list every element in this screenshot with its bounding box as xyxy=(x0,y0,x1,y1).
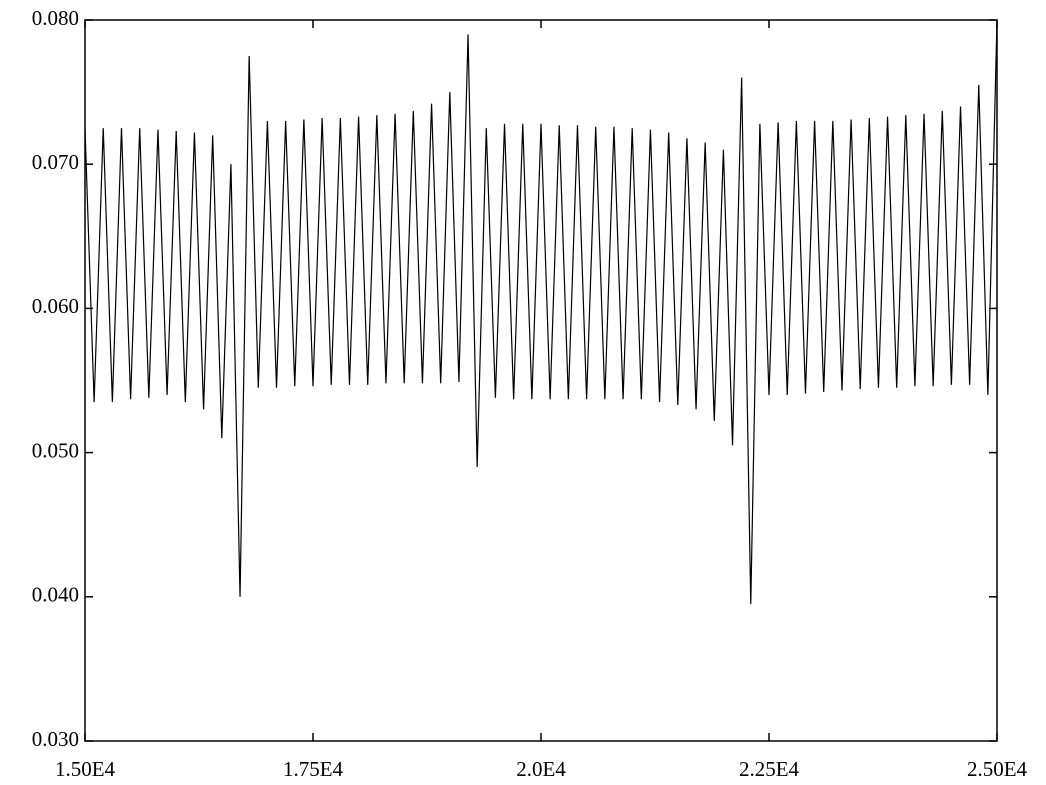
x-tick-label: 2.50E4 xyxy=(967,757,1028,781)
y-tick-label: 0.050 xyxy=(32,438,79,462)
x-tick-label: 1.50E4 xyxy=(55,757,116,781)
y-tick-label: 0.070 xyxy=(32,150,79,174)
x-tick-label: 2.25E4 xyxy=(739,757,800,781)
x-tick-label: 1.75E4 xyxy=(283,757,344,781)
y-tick-label: 0.080 xyxy=(32,6,79,30)
data-line xyxy=(84,19,998,605)
x-tick-label: 2.0E4 xyxy=(516,757,566,781)
y-tick-label: 0.060 xyxy=(32,294,79,318)
y-tick-label: 0.030 xyxy=(32,727,79,751)
y-tick-label: 0.040 xyxy=(32,583,79,607)
